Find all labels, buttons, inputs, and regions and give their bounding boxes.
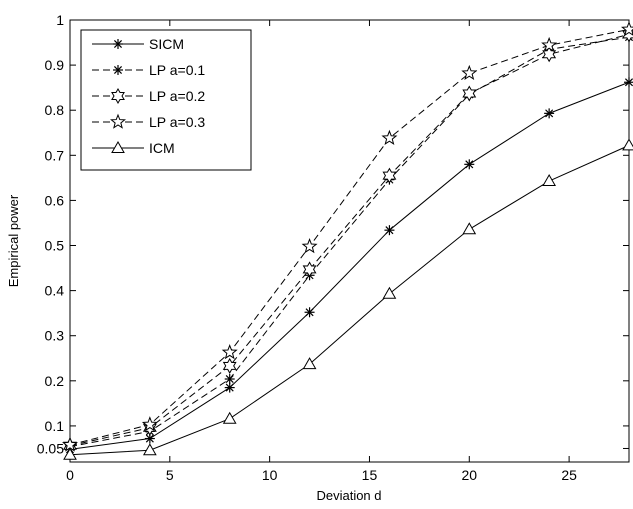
data-point — [224, 382, 235, 393]
data-point — [624, 77, 633, 88]
legend-label: ICM — [149, 140, 175, 156]
data-point — [382, 286, 397, 299]
data-point — [541, 36, 558, 53]
series-line — [69, 33, 630, 447]
x-tick-label: 25 — [561, 467, 577, 483]
y-tick-label: 0.05 — [37, 440, 64, 456]
data-point — [382, 167, 397, 184]
legend-label: LP a=0.3 — [149, 114, 205, 130]
data-point — [222, 411, 237, 424]
data-point — [222, 357, 237, 374]
series-line — [69, 144, 630, 456]
axis-ticks: 0 5 10 15 20 25 0.05 0.1 0.2 0.3 0.4 0.5 0.6 0.7 0.8 0.… — [37, 12, 629, 483]
y-axis-label: Empirical power — [6, 194, 21, 287]
data-point — [542, 174, 557, 187]
legend-marker — [111, 87, 125, 105]
data-point — [302, 357, 317, 370]
data-point — [622, 138, 633, 151]
data-point — [301, 238, 318, 254]
data-point — [142, 443, 157, 456]
y-tick-label: 0.8 — [45, 102, 65, 118]
data-point — [224, 374, 235, 385]
data-point — [302, 261, 317, 278]
y-tick-label: 0.4 — [45, 283, 65, 299]
series-lp-a-0-3 — [62, 21, 633, 452]
legend-entry: LP a=0.3 — [92, 113, 205, 130]
y-tick-label: 0.6 — [45, 192, 65, 208]
series-layer — [62, 21, 633, 460]
x-tick-label: 15 — [362, 467, 378, 483]
data-point — [464, 159, 475, 170]
data-point — [462, 85, 477, 102]
legend-box — [80, 29, 252, 171]
y-tick-label: 0.9 — [45, 57, 65, 73]
data-point — [304, 307, 315, 318]
data-point — [384, 225, 395, 236]
legend-entry: SICM — [92, 36, 184, 52]
legend-label: LP a=0.1 — [149, 62, 205, 78]
x-tick-label: 0 — [66, 467, 74, 483]
legend: SICM LP a=0.1 LP a=0.2 LP a=0.3 ICM — [80, 29, 252, 171]
data-point — [544, 108, 555, 119]
data-point — [381, 129, 398, 145]
y-tick-label: 0.7 — [45, 147, 65, 163]
x-tick-label: 10 — [262, 467, 278, 483]
legend-marker — [113, 39, 123, 49]
y-tick-label: 0.1 — [45, 418, 65, 434]
x-tick-label: 5 — [166, 467, 174, 483]
data-point — [63, 447, 77, 460]
data-point — [542, 46, 557, 63]
data-point — [462, 222, 477, 235]
legend-marker — [113, 65, 123, 75]
legend-marker — [111, 140, 125, 153]
legend-entry: ICM — [92, 140, 175, 156]
x-axis-label: Deviation d — [316, 488, 381, 503]
legend-entry: LP a=0.2 — [92, 87, 205, 105]
series-icm — [63, 138, 633, 460]
legend-label: LP a=0.2 — [149, 88, 205, 104]
data-point — [141, 416, 158, 432]
data-point — [461, 64, 478, 81]
y-tick-label: 0.5 — [45, 238, 65, 254]
legend-label: SICM — [149, 36, 184, 52]
series-line — [69, 28, 630, 446]
legend-entry: LP a=0.1 — [92, 62, 205, 78]
data-point — [621, 21, 633, 37]
series-line — [69, 81, 630, 450]
x-tick-label: 20 — [461, 467, 477, 483]
series-sicm — [65, 77, 633, 455]
y-tick-label: 0.2 — [45, 373, 65, 389]
series-line — [69, 36, 630, 448]
data-point — [221, 344, 238, 360]
y-tick-label: 1 — [56, 12, 64, 28]
legend-marker — [110, 113, 126, 129]
y-tick-label: 0.3 — [45, 328, 65, 344]
